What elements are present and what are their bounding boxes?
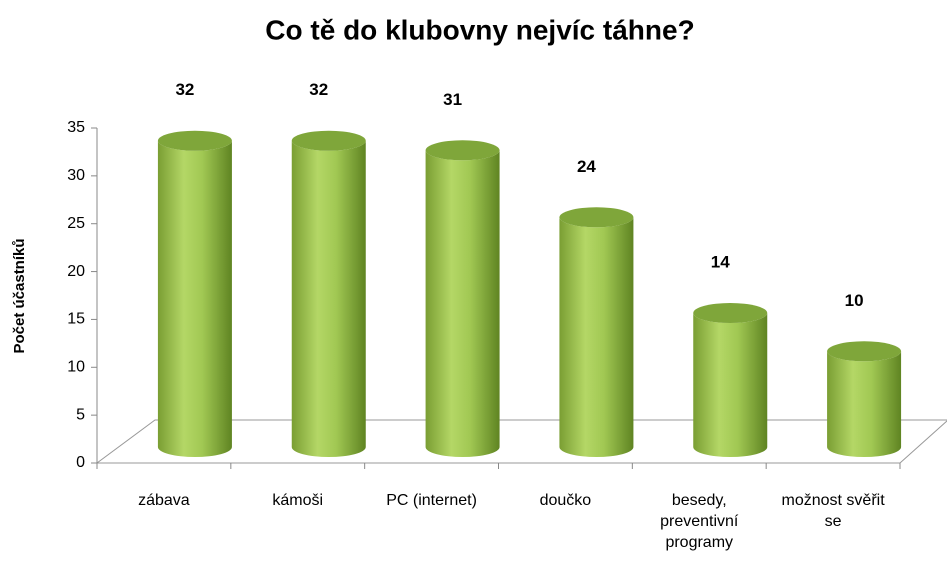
bar — [291, 140, 366, 457]
bar — [693, 313, 768, 457]
value-label: 32 — [175, 80, 194, 99]
bar-top — [425, 140, 500, 161]
x-tick-label: kámoši — [272, 492, 324, 509]
value-label: 32 — [309, 80, 328, 99]
y-tick-label: 35 — [67, 119, 85, 136]
bar-top — [693, 303, 768, 323]
value-label: 10 — [845, 291, 864, 310]
bar-top — [827, 341, 902, 362]
x-tick-label: besedy, preventivní programy — [660, 492, 739, 551]
y-tick-label: 10 — [67, 359, 85, 376]
y-tick-label: 20 — [67, 263, 85, 280]
bar-top — [157, 130, 232, 151]
y-tick-label: 5 — [76, 406, 85, 423]
bar-top — [291, 130, 366, 151]
y-tick-label: 0 — [76, 454, 85, 471]
bar-top — [559, 207, 634, 228]
x-tick-label: doučko — [539, 492, 592, 509]
bar — [157, 140, 232, 457]
value-label: 14 — [711, 252, 730, 271]
y-axis-label: Počet účastníků — [11, 238, 28, 353]
value-label: 24 — [577, 157, 596, 176]
y-tick-label: 25 — [67, 215, 85, 232]
x-tick-label: PC (internet) — [386, 492, 477, 509]
y-tick-label: 30 — [67, 167, 85, 184]
x-tick-label: možnost svěřit se — [781, 492, 885, 530]
y-tick-label: 15 — [67, 311, 85, 328]
bar — [425, 150, 500, 458]
bar — [827, 351, 902, 457]
x-tick-label: zábava — [138, 492, 190, 509]
chart-title: Co tě do klubovny nejvíc táhne? — [265, 14, 694, 45]
bar — [559, 217, 634, 457]
value-label: 31 — [443, 90, 462, 109]
